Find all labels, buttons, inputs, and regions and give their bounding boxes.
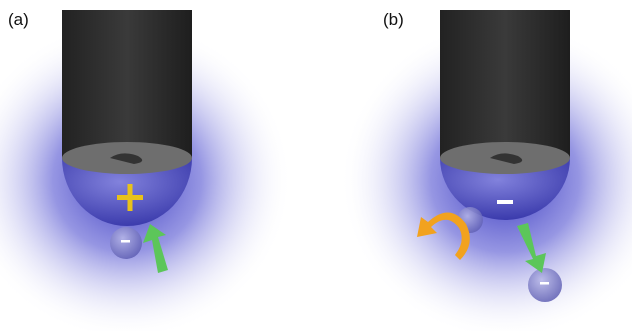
minus [121,240,130,243]
electrode [62,10,192,158]
panel-label: (b) [383,10,404,29]
minus [497,200,513,204]
plus [128,184,133,211]
figure: (a) (b) [0,0,632,331]
electrode [440,10,570,158]
droplet [110,227,142,259]
panel-b: (b) [340,10,632,331]
panel-a: (a) [0,10,292,331]
droplet [528,268,562,302]
panel-label: (a) [8,10,29,29]
minus [540,282,549,285]
